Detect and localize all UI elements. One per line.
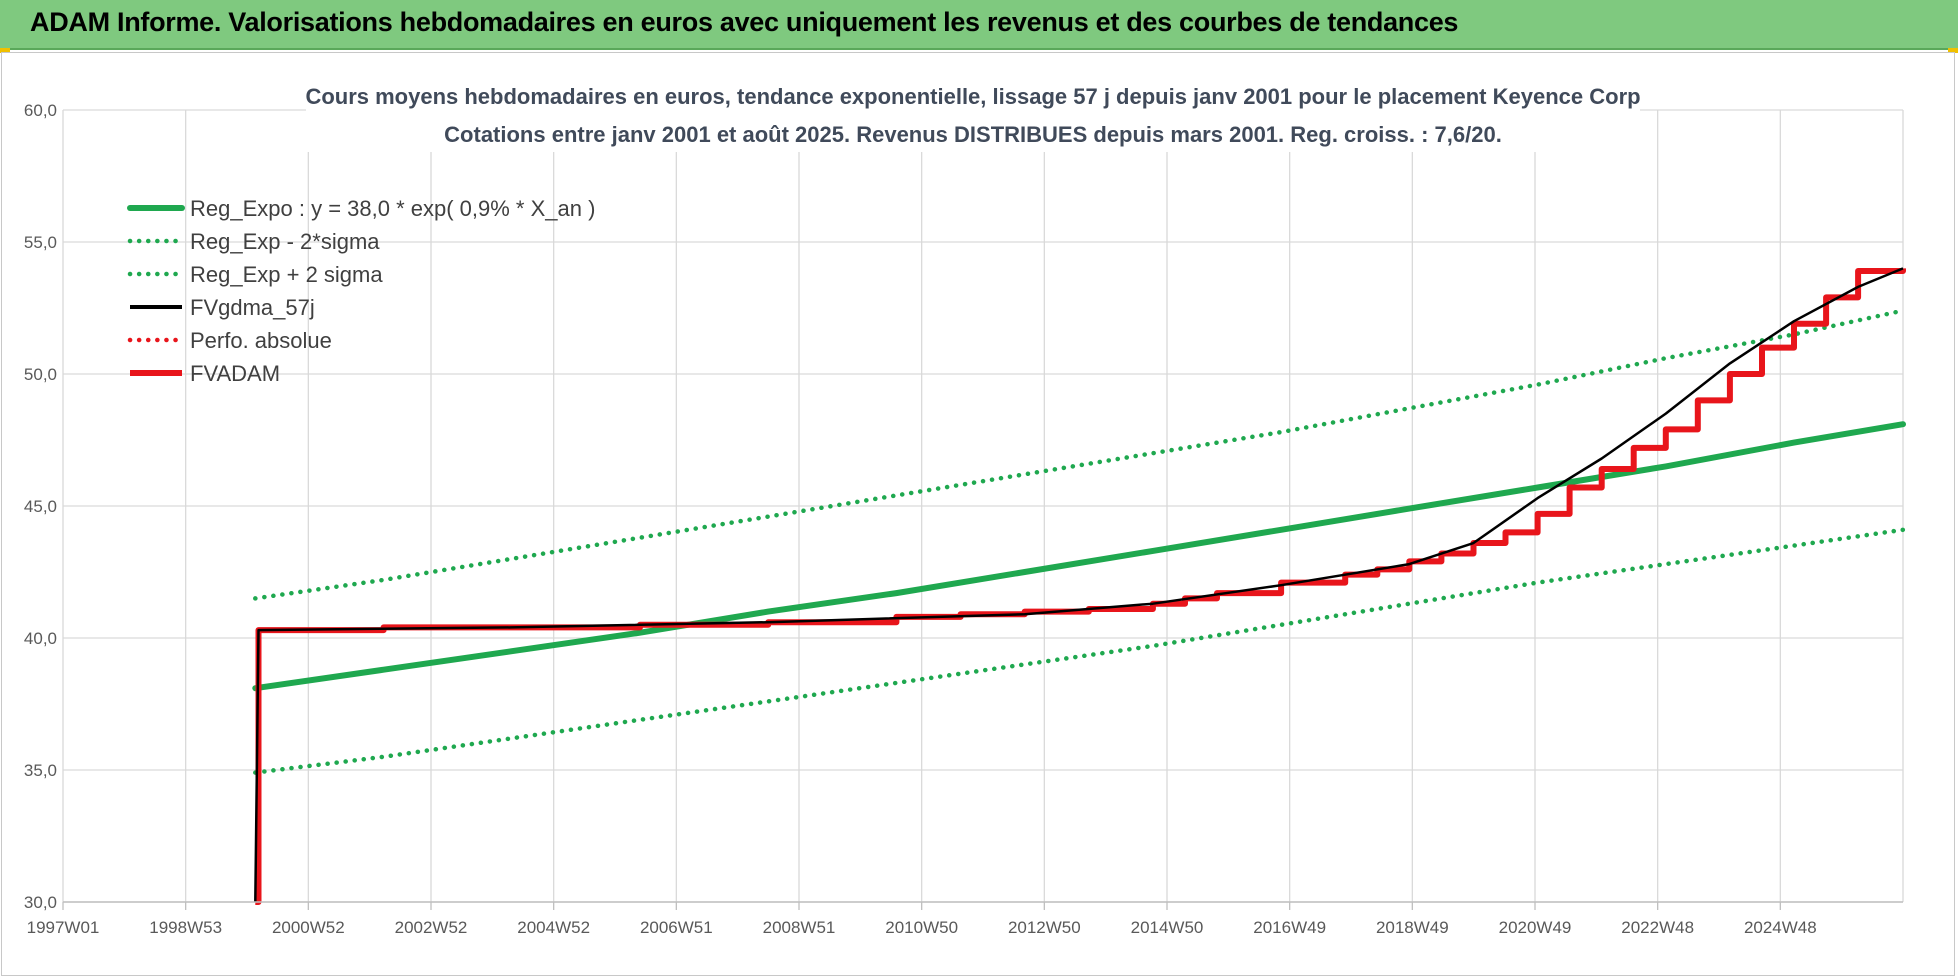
series-line-0 <box>252 421 1906 692</box>
x-tick-label: 2012W50 <box>1008 918 1081 937</box>
series-line-5 <box>255 268 1906 905</box>
y-tick-label: 55,0 <box>24 233 57 252</box>
grid <box>62 109 1904 903</box>
series <box>252 267 1906 905</box>
x-tick-label: 2024W48 <box>1744 918 1817 937</box>
legend-label: FVgdma_57j <box>190 295 315 320</box>
x-tick-label: 2018W49 <box>1376 918 1449 937</box>
legend-label: FVADAM <box>190 361 280 386</box>
corner-marker-left <box>0 48 10 53</box>
series-line-2 <box>253 308 1906 601</box>
title-background <box>306 78 1640 152</box>
x-tick-label: 1998W53 <box>149 918 222 937</box>
series-line-3 <box>254 267 1904 903</box>
x-tick-label: 2016W49 <box>1253 918 1326 937</box>
chart-subtitle: Cotations entre janv 2001 et août 2025. … <box>444 122 1502 147</box>
y-tick-label: 30,0 <box>24 893 57 912</box>
legend-label: Reg_Exp + 2 sigma <box>190 262 383 287</box>
y-tick-label: 35,0 <box>24 761 57 780</box>
legend-label: Reg_Exp - 2*sigma <box>190 229 380 254</box>
y-tick-label: 60,0 <box>24 101 57 120</box>
y-tick-label: 40,0 <box>24 629 57 648</box>
header-banner: ADAM Informe. Valorisations hebdomadaire… <box>0 0 1958 50</box>
y-tick-label: 50,0 <box>24 365 57 384</box>
y-tick-label: 45,0 <box>24 497 57 516</box>
banner-title: ADAM Informe. Valorisations hebdomadaire… <box>30 7 1459 37</box>
chart-title: Cours moyens hebdomadaires en euros, ten… <box>305 84 1640 109</box>
chart-titles: Cours moyens hebdomadaires en euros, ten… <box>305 78 1641 152</box>
axes: 30,0 35,0 40,0 45,0 50,0 55,0 60,0 1997W01 1998W… <box>24 101 1903 937</box>
legend-label: Perfo. absolue <box>190 328 332 353</box>
x-tick-label: 1997W01 <box>27 918 100 937</box>
legend: Reg_Expo : y = 38,0 * exp( 0,9% * X_an )… <box>127 196 595 386</box>
x-tick-label: 2014W50 <box>1131 918 1204 937</box>
x-tick-label: 2010W50 <box>885 918 958 937</box>
x-tick-label: 2000W52 <box>272 918 345 937</box>
corner-marker-right <box>1948 48 1958 53</box>
x-tick-label: 2002W52 <box>395 918 468 937</box>
x-tick-label: 2020W49 <box>1499 918 1572 937</box>
legend-label: Reg_Expo : y = 38,0 * exp( 0,9% * X_an ) <box>190 196 595 221</box>
chart-frame <box>1 52 1955 976</box>
x-tick-label: 2004W52 <box>517 918 590 937</box>
x-tick-label: 2008W51 <box>763 918 836 937</box>
x-tick-label: 2022W48 <box>1621 918 1694 937</box>
x-tick-label: 2006W51 <box>640 918 713 937</box>
series-line-1 <box>253 527 1906 775</box>
